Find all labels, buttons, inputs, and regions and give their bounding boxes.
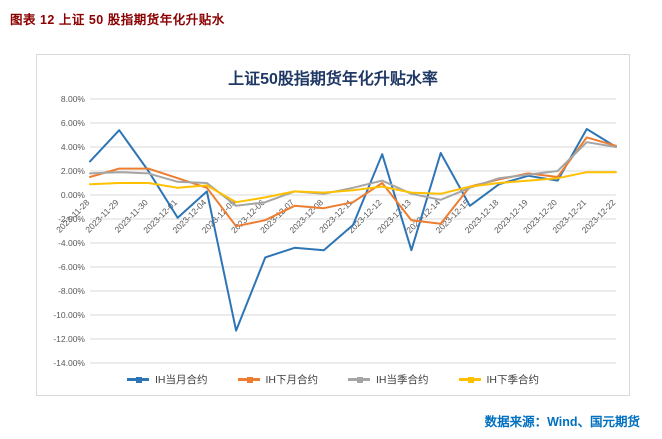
figure-caption: 图表 12 上证 50 股指期货年化升贴水 bbox=[10, 13, 225, 27]
legend-label: IH下季合约 bbox=[486, 374, 540, 386]
legend-item: IH当季合约 bbox=[348, 372, 429, 387]
legend-line-swatch bbox=[458, 376, 481, 383]
y-tick-label: -6.00% bbox=[58, 262, 85, 272]
legend-item: IH下季合约 bbox=[458, 372, 540, 387]
series-line bbox=[89, 136, 617, 228]
y-tick-label: 8.00% bbox=[61, 94, 86, 104]
chart-title: 上证50股指期货年化升贴水率 bbox=[228, 71, 438, 88]
series-line bbox=[89, 141, 617, 207]
legend-item: IH当月合约 bbox=[127, 372, 208, 387]
line-chart: 8.00% 6.00% 4.00% 2.00% 0.00% -2.00% -4.00% -6.… bbox=[53, 94, 617, 368]
series-line bbox=[89, 128, 617, 332]
series-line bbox=[89, 171, 617, 204]
legend-label: IH当月合约 bbox=[155, 374, 208, 386]
chart-legend: IH当月合约 IH下月合约 IH当季合约 IH下季合约 bbox=[37, 372, 629, 387]
y-tick-label: -12.00% bbox=[53, 334, 85, 344]
legend-item: IH下月合约 bbox=[237, 372, 319, 387]
y-tick-label: 2.00% bbox=[61, 166, 86, 176]
y-tick-label: -2.00% bbox=[58, 214, 85, 224]
y-tick-label: -4.00% bbox=[58, 238, 85, 248]
y-tick-label: -10.00% bbox=[53, 310, 85, 320]
y-tick-label: 0.00% bbox=[61, 190, 86, 200]
y-tick-label: 6.00% bbox=[61, 118, 86, 128]
legend-label: IH下月合约 bbox=[265, 374, 319, 386]
legend-label: IH当季合约 bbox=[376, 374, 429, 386]
chart-container: 上证50股指期货年化升贴水率 8.00% 6.00% 4.00% 2.00% 0.00%… bbox=[36, 54, 630, 396]
legend-line-swatch bbox=[127, 376, 149, 383]
y-tick-label: -8.00% bbox=[58, 286, 85, 296]
data-source: 数据来源：Wind、国元期货 bbox=[484, 415, 640, 429]
legend-line-swatch bbox=[237, 376, 260, 383]
y-tick-label: 4.00% bbox=[61, 142, 86, 152]
y-tick-label: -14.00% bbox=[53, 358, 85, 368]
legend-line-swatch bbox=[348, 376, 370, 383]
